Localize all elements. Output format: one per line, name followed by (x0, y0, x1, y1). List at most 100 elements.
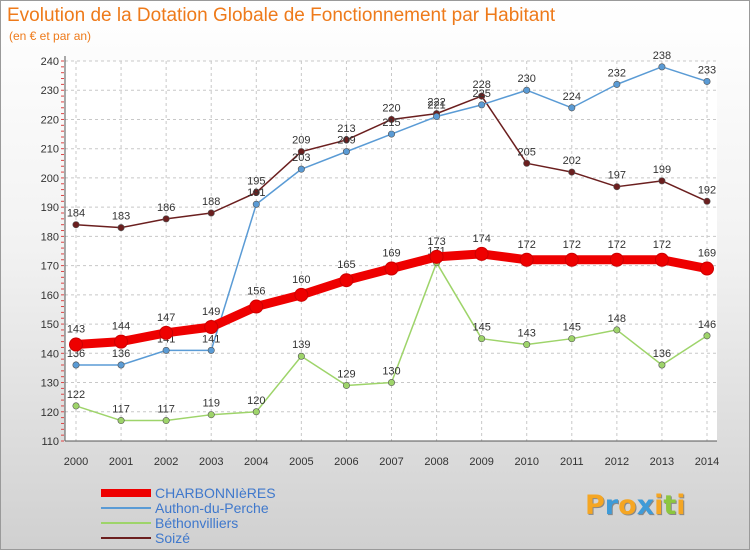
data-point (564, 252, 579, 267)
y-tick-label: 240 (41, 56, 59, 68)
data-point (339, 273, 354, 288)
data-point (478, 335, 486, 343)
y-tick-label: 180 (41, 231, 59, 243)
data-point (252, 408, 260, 416)
data-point (609, 252, 624, 267)
data-label: 169 (382, 248, 400, 260)
data-point (387, 130, 395, 138)
y-tick-label: 110 (41, 436, 59, 448)
data-label: 145 (472, 322, 490, 334)
x-tick-label: 2004 (244, 456, 268, 468)
plot-area (65, 61, 717, 441)
data-point (613, 183, 621, 191)
data-label: 222 (427, 97, 445, 109)
legend-swatch (101, 506, 151, 509)
data-label: 141 (202, 333, 220, 345)
data-point (297, 165, 305, 173)
data-label: 172 (518, 239, 536, 251)
data-point (72, 361, 80, 369)
x-tick-label: 2005 (289, 456, 313, 468)
data-point (658, 361, 666, 369)
data-point (568, 335, 576, 343)
data-point (207, 346, 215, 354)
data-point (568, 104, 576, 112)
data-point (700, 261, 714, 276)
data-label: 215 (382, 117, 400, 129)
legend-item-charbonnieres: CHARBONNIèRES (101, 485, 276, 501)
data-label: 197 (608, 170, 626, 182)
data-point (474, 246, 489, 261)
data-label: 146 (698, 319, 716, 331)
data-point (523, 341, 531, 349)
data-point (249, 299, 264, 314)
data-point (387, 379, 395, 387)
data-point (342, 381, 350, 389)
data-label: 169 (698, 248, 716, 260)
data-point (613, 326, 621, 334)
data-label: 209 (292, 135, 310, 147)
data-label: 184 (67, 208, 85, 220)
data-point (568, 168, 576, 176)
logo-letter: x (636, 490, 655, 521)
data-point (703, 332, 711, 340)
data-point (658, 63, 666, 71)
data-label: 233 (698, 64, 716, 76)
x-tick-label: 2001 (109, 456, 133, 468)
data-point (69, 337, 83, 352)
x-tick-label: 2009 (469, 456, 493, 468)
data-point (384, 261, 399, 276)
data-label: 205 (518, 146, 536, 158)
data-label: 221 (427, 100, 445, 112)
data-point (654, 252, 669, 267)
legend-label: Soizé (155, 529, 191, 546)
data-point (387, 115, 395, 123)
data-label: 199 (653, 164, 671, 176)
data-point (478, 101, 486, 109)
legend-label: Béthonvilliers (155, 514, 239, 531)
y-tick-label: 150 (41, 319, 59, 331)
legend-swatch (101, 536, 151, 539)
data-label: 136 (112, 348, 130, 360)
data-point (342, 136, 350, 144)
data-point (342, 148, 350, 156)
data-label: 183 (112, 211, 130, 223)
legend-swatch (101, 488, 151, 497)
data-point (523, 86, 531, 94)
data-point (478, 92, 486, 100)
legend-item-soize: Soizé (101, 529, 276, 546)
x-tick-label: 2003 (199, 456, 223, 468)
data-point (297, 352, 305, 360)
data-label: 119 (202, 398, 220, 410)
logo-letter: P (585, 490, 605, 521)
data-point (613, 80, 621, 88)
x-tick-label: 2013 (650, 456, 674, 468)
data-point (297, 148, 305, 156)
data-label: 147 (157, 312, 175, 324)
x-tick-label: 2012 (605, 456, 629, 468)
data-point (162, 215, 170, 223)
data-point (703, 77, 711, 85)
data-point (207, 209, 215, 217)
y-tick-label: 120 (41, 407, 59, 419)
data-point (204, 320, 219, 334)
chart-legend: CHARBONNIèRES Authon-du-Perche Béthonvil… (101, 485, 276, 546)
data-label: 172 (653, 239, 671, 251)
data-label: 156 (247, 286, 265, 298)
data-label: 186 (157, 202, 175, 214)
data-point (523, 159, 531, 167)
data-label: 202 (563, 155, 581, 167)
y-tick-label: 130 (41, 378, 59, 390)
data-point (519, 252, 534, 267)
data-point (117, 224, 125, 232)
data-point (658, 177, 666, 185)
data-label: 145 (563, 322, 581, 334)
y-tick-label: 220 (41, 114, 59, 126)
x-tick-label: 2014 (695, 456, 719, 468)
x-tick-label: 2010 (514, 456, 538, 468)
data-label: 120 (247, 395, 265, 407)
data-point (429, 249, 444, 264)
data-label: 172 (563, 239, 581, 251)
data-label: 129 (337, 368, 355, 380)
